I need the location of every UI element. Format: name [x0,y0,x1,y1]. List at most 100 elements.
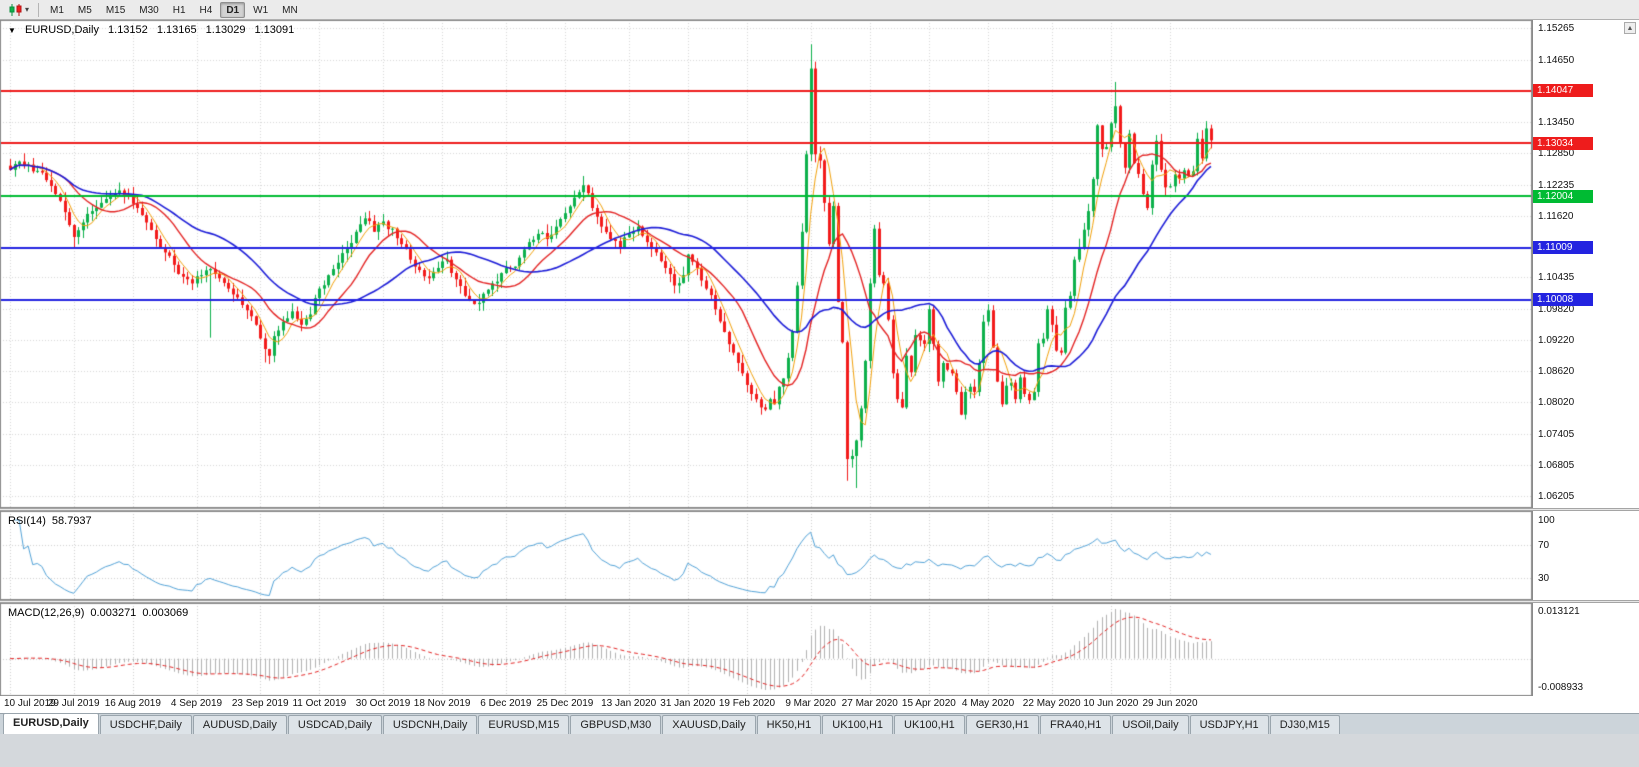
date-axis-label: 15 Apr 2020 [901,698,956,709]
price-axis-label: 1.13450 [1538,116,1575,128]
chart-tab-usoil-daily[interactable]: USOil,Daily [1112,715,1189,734]
macd-axis-max: 0.013121 [1538,606,1580,617]
chevron-down-icon: ▾ [25,4,30,14]
timeframe-toolbar: ▾ M1 M5 M15 M30 H1 H4 D1 W1 MN [0,0,1639,20]
price-axis-label: 1.06205 [1538,491,1575,502]
timeframe-button-m15[interactable]: M15 [105,4,126,16]
timeframe-button-d1[interactable]: D1 [220,1,246,18]
timeframe-button-h1[interactable]: H1 [172,4,186,16]
date-axis-label: 4 May 2020 [961,698,1015,709]
price-axis-label: 1.08620 [1538,366,1575,378]
price-axis-label: 1.11620 [1538,211,1574,223]
date-axis-label: 19 Feb 2020 [718,698,776,709]
price-line-badge[interactable]: 1.10008 [1533,293,1593,307]
price-axis-label: 1.09220 [1538,335,1575,347]
price-line-badge[interactable]: 1.13034 [1533,136,1593,150]
chart-tab-uk100-h1[interactable]: UK100,H1 [822,715,894,734]
chart-tab-usdcad-daily[interactable]: USDCAD,Daily [287,715,382,734]
chart-tab-usdchf-daily[interactable]: USDCHF,Daily [99,715,192,734]
price-line-badge[interactable]: 1.11009 [1533,241,1593,255]
date-axis-label: 6 Dec 2019 [480,698,532,709]
rsi-label: RSI(14) 58.7937 [8,515,98,527]
date-axis-label: 11 Oct 2019 [292,698,347,709]
chart-tab-uk100-h1[interactable]: UK100,H1 [894,715,965,734]
price-axis-label: 1.15265 [1538,23,1575,34]
rsi-canvas[interactable] [0,511,1532,600]
candlestick-chart-icon [9,3,22,16]
rsi-name: RSI(14) [8,515,46,527]
main-chart-canvas[interactable] [0,20,1532,508]
price-axis: 1.15265 1.14650 1.13450 1.12850 1.12235 1.116… [1532,20,1639,508]
date-axis-label: 27 Mar 2020 [841,698,898,709]
macd-value-signal: 0.003069 [142,607,189,619]
price-line-badge[interactable]: 1.14047 [1533,84,1593,98]
macd-axis-min: -0.008933 [1538,682,1584,693]
chart-tab-hk50-h1[interactable]: HK50,H1 [756,715,822,734]
date-axis-label: 10 Jul 2019 [4,698,56,709]
chart-tab-eurusd-daily[interactable]: EURUSD,Daily [3,713,99,734]
chart-tab-gbpusd-m30[interactable]: GBPUSD,M30 [570,715,662,734]
chart-tab-ger30-h1[interactable]: GER30,H1 [965,715,1039,734]
price-axis-label: 1.09820 [1538,304,1575,316]
rsi-axis-label: 30 [1538,573,1550,585]
symbol-ohlc-label: ▼ EURUSD,Daily 1.13152 1.13165 1.13029 1… [8,24,300,36]
chart-tab-usdcnh-daily[interactable]: USDCNH,Daily [382,715,478,734]
chart-tab-xauusd-daily[interactable]: XAUUSD,Daily [662,715,756,734]
macd-canvas[interactable] [0,603,1532,696]
ohlc-open: 1.13152 [108,24,148,36]
rsi-value: 58.7937 [51,515,92,527]
date-axis-label: 9 Mar 2020 [785,698,836,709]
rsi-axis-label: 70 [1538,539,1550,551]
chart-type-button[interactable]: ▾ [4,1,34,18]
collapse-icon[interactable]: ▼ [8,26,16,35]
ohlc-close: 1.13091 [254,24,295,36]
symbol-name: EURUSD,Daily [24,24,99,36]
price-axis-label: 1.06805 [1538,460,1575,471]
timeframe-button-mn[interactable]: MN [282,4,298,16]
chart-tabbar: EURUSD,Daily USDCHF,Daily AUDUSD,Daily USDC… [0,713,1639,734]
date-axis-label: 29 Jul 2019 [47,698,100,709]
timeframe-button-m1[interactable]: M1 [50,4,64,16]
price-axis-label: 1.07405 [1538,429,1575,440]
chart-tab-fra40-h1[interactable]: FRA40,H1 [1039,715,1112,734]
timeframe-buttons-group: M1 M5 M15 M30 H1 H4 D1 W1 MN [43,1,305,18]
date-axis-label: 23 Sep 2019 [231,698,289,709]
timeframe-button-m5[interactable]: M5 [77,4,92,16]
ohlc-low: 1.13029 [205,24,246,36]
date-axis-label: 13 Jan 2020 [601,698,657,709]
price-line-badge[interactable]: 1.12004 [1533,189,1593,203]
price-axis-label: 1.14650 [1538,54,1575,66]
date-axis-label: 18 Nov 2019 [413,698,471,709]
toolbar-separator [38,2,40,17]
date-axis-label: 22 May 2020 [1022,698,1081,709]
price-axis-label: 1.10435 [1538,272,1575,284]
rsi-axis-label: 100 [1538,515,1555,526]
macd-panel: MACD(12,26,9) 0.003271 0.003069 0.013121 -… [0,603,1639,696]
date-axis-label: 4 Sep 2019 [170,698,223,709]
panel-splitter[interactable] [0,600,1639,603]
macd-axis: 0.013121 -0.008933 [1532,603,1639,696]
panel-splitter[interactable] [0,508,1639,511]
timeframe-button-w1[interactable]: W1 [253,4,269,16]
window-bottom-filler [0,734,1639,767]
scroll-up-button[interactable]: ▲ [1624,22,1636,34]
macd-value-main: 0.003271 [90,607,137,619]
date-axis-label: 10 Jun 2020 [1083,698,1139,709]
date-axis-label: 30 Oct 2019 [355,698,411,709]
chart-tab-usdjpy-h1[interactable]: USDJPY,H1 [1189,715,1269,734]
macd-label: MACD(12,26,9) 0.003271 0.003069 [8,607,194,619]
price-axis-label: 1.08020 [1538,397,1575,409]
main-chart-panel: ▼ EURUSD,Daily 1.13152 1.13165 1.13029 1… [0,20,1639,508]
chart-tab-eurusd-m15[interactable]: EURUSD,M15 [478,715,570,734]
date-axis-label: 29 Jun 2020 [1142,698,1198,709]
timeframe-button-h4[interactable]: H4 [199,4,213,16]
ohlc-high: 1.13165 [156,24,197,36]
date-axis: 10 Jul 2019 29 Jul 2019 16 Aug 2019 4 Sep 2… [0,696,1639,713]
timeframe-button-m30[interactable]: M30 [139,4,159,16]
macd-name: MACD(12,26,9) [8,607,85,619]
rsi-panel: RSI(14) 58.7937 100 70 30 [0,511,1639,600]
chart-tab-dj30-m15[interactable]: DJ30,M15 [1269,715,1340,734]
chart-tab-audusd-daily[interactable]: AUDUSD,Daily [192,715,287,734]
date-axis-label: 31 Jan 2020 [660,698,716,709]
